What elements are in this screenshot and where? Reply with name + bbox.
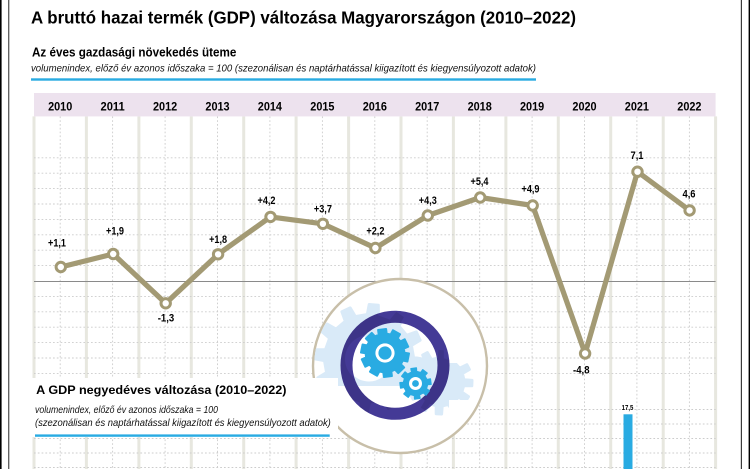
svg-text:A bruttó hazai termék (GDP) vá: A bruttó hazai termék (GDP) változása Ma…	[31, 8, 576, 28]
svg-text:2011: 2011	[101, 100, 126, 113]
svg-text:4,6: 4,6	[683, 189, 696, 201]
svg-text:Az éves gazdasági növekedés üt: Az éves gazdasági növekedés üteme	[32, 45, 236, 60]
svg-text:volumenindex, előző év azonos: volumenindex, előző év azonos időszaka =…	[35, 405, 218, 416]
svg-text:-4,8: -4,8	[573, 365, 590, 377]
svg-text:2017: 2017	[415, 100, 439, 113]
svg-text:+3,7: +3,7	[314, 203, 332, 215]
svg-text:2020: 2020	[572, 100, 597, 113]
svg-text:2012: 2012	[153, 100, 178, 113]
svg-text:2016: 2016	[363, 100, 388, 113]
svg-text:+4,3: +4,3	[419, 195, 437, 207]
svg-text:A GDP negyedéves változása (20: A GDP negyedéves változása (2010–2022)	[36, 383, 286, 397]
svg-text:2014: 2014	[258, 100, 283, 113]
svg-text:+1,9: +1,9	[106, 226, 124, 238]
svg-text:2019: 2019	[520, 100, 545, 113]
svg-text:+4,2: +4,2	[258, 195, 276, 207]
svg-text:+5,4: +5,4	[471, 176, 490, 188]
svg-text:+1,1: +1,1	[48, 237, 66, 249]
svg-text:+2,2: +2,2	[366, 226, 384, 238]
svg-text:(szezonálisan és naptárhatássa: (szezonálisan és naptárhatással kiigazít…	[35, 418, 331, 429]
svg-text:2015: 2015	[310, 100, 335, 113]
svg-text:-1,3: -1,3	[158, 313, 175, 325]
svg-text:2010: 2010	[48, 100, 73, 113]
svg-text:2021: 2021	[625, 100, 650, 113]
svg-text:17,5: 17,5	[622, 405, 634, 412]
svg-text:+4,9: +4,9	[522, 184, 540, 196]
svg-text:volumenindex, előző év azonos: volumenindex, előző év azonos időszaka =…	[31, 64, 536, 75]
svg-text:7,1: 7,1	[631, 150, 644, 162]
svg-text:2013: 2013	[205, 100, 230, 113]
svg-text:2018: 2018	[468, 100, 493, 113]
svg-text:2022: 2022	[677, 100, 702, 113]
svg-text:+1,8: +1,8	[209, 234, 227, 246]
